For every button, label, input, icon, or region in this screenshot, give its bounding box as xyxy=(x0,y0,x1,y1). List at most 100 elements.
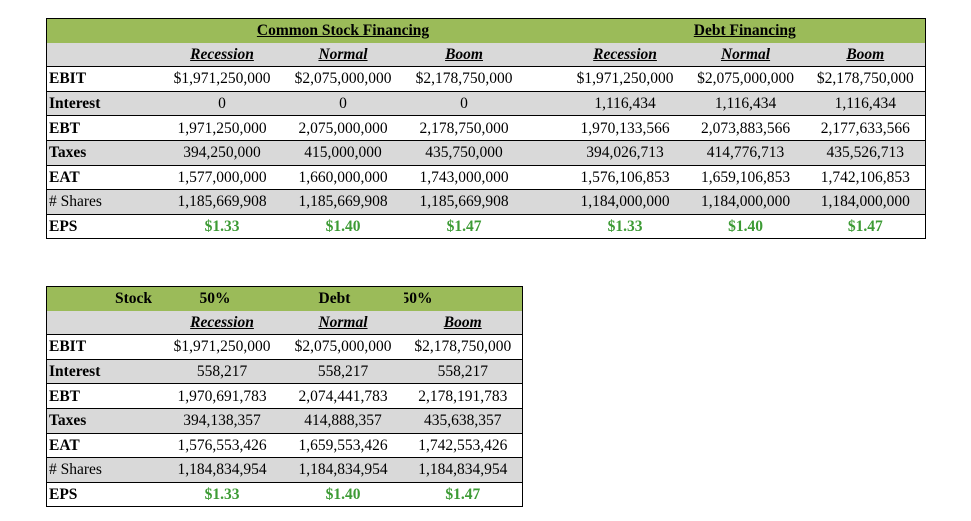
eps-row: EPS $1.33 $1.40 $1.47 xyxy=(46,482,523,507)
table-cell: 435,526,713 xyxy=(805,140,926,166)
table-cell: 2,178,750,000 xyxy=(403,115,525,141)
row-label: EBIT xyxy=(46,66,162,92)
scenario-header: Boom xyxy=(443,313,482,331)
eps-row: EPS $1.33 $1.40 $1.47 $1.33 $1.40 $1.47 xyxy=(46,214,926,239)
debt-percent: 50% xyxy=(403,290,433,307)
table-cell: 2,075,000,000 xyxy=(282,115,404,141)
table-cell: 1,116,434 xyxy=(805,91,926,116)
row-label: Taxes xyxy=(46,140,162,166)
table-cell: 394,138,357 xyxy=(161,408,283,434)
table-cell: 2,073,883,566 xyxy=(685,115,806,141)
eps-cell: $1.33 xyxy=(564,214,686,239)
table-row: EAT 1,576,553,426 1,659,553,426 1,742,55… xyxy=(46,433,523,458)
eps-cell: $1.47 xyxy=(403,482,523,507)
table-cell: 558,217 xyxy=(161,359,283,384)
table-row: # Shares 1,184,834,954 1,184,834,954 1,1… xyxy=(46,457,523,483)
mixed-financing-table: Stock 50% Debt 50% Recession Normal Boom… xyxy=(46,286,523,508)
table-cell: 1,659,106,853 xyxy=(685,165,806,190)
table-row: EBIT $1,971,250,000 $2,075,000,000 $2,17… xyxy=(46,334,523,360)
table-row: # Shares 1,185,669,908 1,185,669,908 1,1… xyxy=(46,189,926,215)
table-cell: 0 xyxy=(161,91,283,116)
table-row: EAT 1,577,000,000 1,660,000,000 1,743,00… xyxy=(46,165,926,190)
row-label: EAT xyxy=(46,433,162,458)
row-label: Interest xyxy=(46,91,162,116)
table-cell: $2,178,750,000 xyxy=(403,334,523,360)
row-label: Taxes xyxy=(46,408,162,434)
table-cell: 1,970,691,783 xyxy=(161,383,283,409)
scenario-header: Boom xyxy=(846,45,885,63)
eps-cell: $1.47 xyxy=(805,214,926,239)
table-cell: 1,185,669,908 xyxy=(282,189,404,215)
table-cell: 2,177,633,566 xyxy=(805,115,926,141)
table-cell: $2,075,000,000 xyxy=(685,66,806,92)
table-row: Interest 0 0 0 1,116,434 1,116,434 1,116… xyxy=(46,91,926,116)
table-row: EBT 1,971,250,000 2,075,000,000 2,178,75… xyxy=(46,115,926,141)
table-cell: $1,971,250,000 xyxy=(161,66,283,92)
table-cell: 1,185,669,908 xyxy=(403,189,525,215)
table-cell: 1,184,000,000 xyxy=(564,189,686,215)
financing-comparison-table: Common Stock Financing Debt Financing Re… xyxy=(46,18,927,240)
table-cell: 1,184,000,000 xyxy=(805,189,926,215)
table-cell: 394,026,713 xyxy=(564,140,686,166)
scenario-header: Boom xyxy=(445,45,483,63)
eps-cell: $1.40 xyxy=(282,214,404,239)
table-cell: 1,184,834,954 xyxy=(403,457,523,483)
scenario-header: Normal xyxy=(720,45,771,63)
mix-header-row: Stock 50% Debt 50% xyxy=(46,286,523,311)
eps-cell: $1.40 xyxy=(685,214,806,239)
table-cell: 1,184,000,000 xyxy=(685,189,806,215)
eps-cell: $1.40 xyxy=(282,482,404,507)
table-cell: $2,075,000,000 xyxy=(282,334,404,360)
table-cell: 1,576,106,853 xyxy=(564,165,686,190)
debt-financing-header: Debt Financing xyxy=(693,22,796,40)
scenario-header: Recession xyxy=(190,313,254,331)
table-cell: 1,743,000,000 xyxy=(403,165,525,190)
table-cell: 1,184,834,954 xyxy=(282,457,404,483)
table-row: Taxes 394,138,357 414,888,357 435,638,35… xyxy=(46,408,523,434)
table-row: EBT 1,970,691,783 2,074,441,783 2,178,19… xyxy=(46,383,523,409)
table-cell: 1,742,106,853 xyxy=(805,165,926,190)
table-cell: 414,888,357 xyxy=(282,408,404,434)
table-cell: 435,750,000 xyxy=(403,140,525,166)
row-label: EBT xyxy=(46,383,162,409)
table-cell: 1,970,133,566 xyxy=(564,115,686,141)
group-header-row: Common Stock Financing Debt Financing xyxy=(46,18,926,43)
eps-cell: $1.33 xyxy=(161,214,283,239)
table-cell: 558,217 xyxy=(403,359,523,384)
debt-label: Debt xyxy=(318,290,351,307)
table-cell: 1,660,000,000 xyxy=(282,165,404,190)
eps-cell: $1.47 xyxy=(403,214,525,239)
table-cell: 558,217 xyxy=(282,359,404,384)
table-cell: 1,576,553,426 xyxy=(161,433,283,458)
scenario-header-row: Recession Normal Boom xyxy=(46,310,523,335)
row-label: EBIT xyxy=(46,334,162,360)
row-label: Interest xyxy=(46,359,162,384)
row-label: EPS xyxy=(46,214,162,239)
table-cell: $2,178,750,000 xyxy=(403,66,525,92)
table-cell: 435,638,357 xyxy=(403,408,523,434)
table-cell: $1,971,250,000 xyxy=(161,334,283,360)
scenario-header: Normal xyxy=(318,45,368,63)
row-label: # Shares xyxy=(46,189,162,215)
eps-cell: $1.33 xyxy=(161,482,283,507)
row-label: EPS xyxy=(46,482,162,507)
table-cell: 1,577,000,000 xyxy=(161,165,283,190)
table-cell: 0 xyxy=(282,91,404,116)
table-cell: 1,116,434 xyxy=(685,91,806,116)
table-cell: $1,971,250,000 xyxy=(564,66,686,92)
scenario-header-row: Recession Normal Boom Recession Normal B… xyxy=(46,42,926,67)
table-cell: 2,074,441,783 xyxy=(282,383,404,409)
table-cell: 1,184,834,954 xyxy=(161,457,283,483)
table-cell: 2,178,191,783 xyxy=(403,383,523,409)
scenario-header: Normal xyxy=(318,313,368,331)
table-cell: $2,178,750,000 xyxy=(805,66,926,92)
stock-label: Stock xyxy=(115,290,153,307)
table-cell: 1,971,250,000 xyxy=(161,115,283,141)
table-cell: $2,075,000,000 xyxy=(282,66,404,92)
table-row: Interest 558,217 558,217 558,217 xyxy=(46,359,523,384)
row-label: # Shares xyxy=(46,457,162,483)
scenario-header: Recession xyxy=(190,45,254,63)
table-row: EBIT $1,971,250,000 $2,075,000,000 $2,17… xyxy=(46,66,926,92)
table-cell: 1,185,669,908 xyxy=(161,189,283,215)
table-row: Taxes 394,250,000 415,000,000 435,750,00… xyxy=(46,140,926,166)
